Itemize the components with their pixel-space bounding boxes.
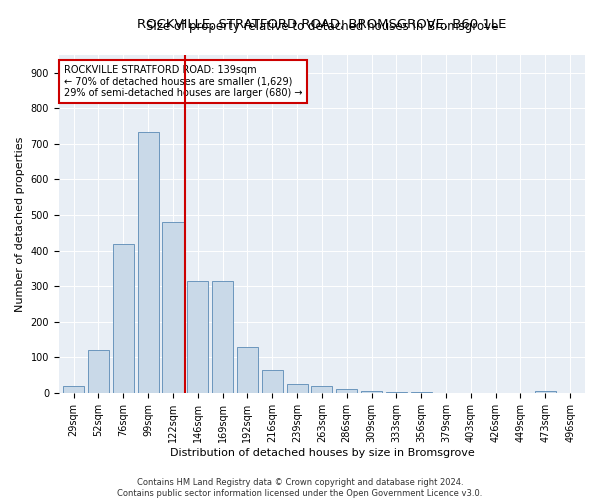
Bar — [262, 370, 283, 393]
Bar — [88, 350, 109, 393]
Bar — [311, 386, 332, 393]
Text: ROCKVILLE, STRATFORD ROAD, BROMSGROVE, B60 1LE: ROCKVILLE, STRATFORD ROAD, BROMSGROVE, B… — [137, 18, 506, 32]
Bar — [287, 384, 308, 393]
Text: Contains HM Land Registry data © Crown copyright and database right 2024.
Contai: Contains HM Land Registry data © Crown c… — [118, 478, 482, 498]
Y-axis label: Number of detached properties: Number of detached properties — [15, 136, 25, 312]
Bar — [212, 281, 233, 393]
Bar — [386, 392, 407, 393]
Bar — [535, 391, 556, 393]
X-axis label: Distribution of detached houses by size in Bromsgrove: Distribution of detached houses by size … — [170, 448, 474, 458]
Bar — [63, 386, 84, 393]
Bar — [113, 244, 134, 393]
Bar — [187, 281, 208, 393]
Bar — [361, 391, 382, 393]
Bar — [237, 346, 258, 393]
Text: ROCKVILLE STRATFORD ROAD: 139sqm
← 70% of detached houses are smaller (1,629)
29: ROCKVILLE STRATFORD ROAD: 139sqm ← 70% o… — [64, 65, 302, 98]
Bar — [137, 132, 158, 393]
Bar — [410, 392, 432, 393]
Bar — [163, 222, 184, 393]
Bar — [336, 390, 357, 393]
Title: Size of property relative to detached houses in Bromsgrove: Size of property relative to detached ho… — [146, 20, 498, 33]
